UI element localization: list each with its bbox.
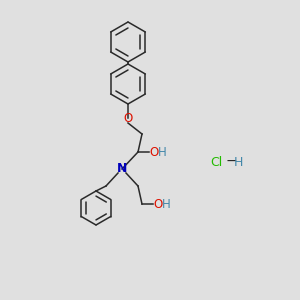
Text: H: H bbox=[234, 157, 243, 169]
Text: −: − bbox=[226, 154, 238, 168]
Text: O: O bbox=[153, 197, 163, 211]
Text: Cl: Cl bbox=[210, 157, 222, 169]
Text: O: O bbox=[149, 146, 159, 158]
Text: H: H bbox=[158, 146, 166, 158]
Text: N: N bbox=[117, 163, 127, 176]
Text: O: O bbox=[123, 112, 133, 124]
Text: H: H bbox=[162, 197, 170, 211]
